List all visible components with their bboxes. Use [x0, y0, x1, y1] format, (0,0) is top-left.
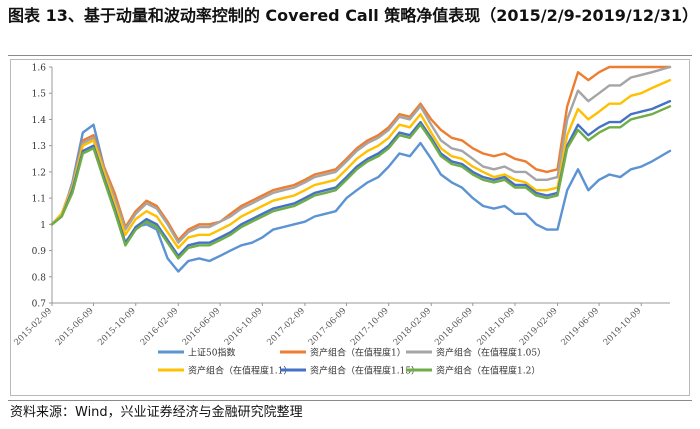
series-line-0 [50, 123, 672, 273]
legend-label: 资产组合（在值程度1.05） [436, 347, 546, 359]
y-tick-label: 0.8 [32, 273, 47, 283]
y-tick-label: 0.9 [32, 247, 47, 257]
title-divider [8, 55, 692, 56]
x-tick-label: 2019-06-09 [559, 306, 601, 348]
legend-label: 资产组合（在值程度1.1） [188, 365, 292, 377]
y-tick-label: 1.1 [32, 195, 46, 205]
legend-label: 资产组合（在值程度1.15） [310, 365, 420, 377]
legend-item[interactable]: 资产组合（在值程度1.1） [158, 365, 292, 377]
legend-item[interactable]: 资产组合（在值程度1） [280, 347, 406, 359]
legend-item[interactable]: 资产组合（在值程度1.05） [406, 347, 546, 359]
x-tick-label: 2017-10-09 [349, 306, 391, 348]
y-tick-label: 1.4 [32, 116, 47, 126]
series-line-2 [50, 65, 672, 244]
y-tick-label: 0.7 [32, 300, 47, 310]
legend-item[interactable]: 上证50指数 [158, 347, 235, 359]
series-line-5 [50, 105, 672, 260]
x-tick-label: 2017-02-09 [265, 306, 307, 348]
y-tick-label: 1.5 [32, 90, 47, 100]
legend-label: 资产组合（在值程度1.2） [436, 365, 540, 377]
x-tick-label: 2018-06-09 [433, 306, 475, 348]
x-tick-label: 2017-06-09 [307, 306, 349, 348]
x-tick-label: 2016-06-09 [181, 306, 223, 348]
source-divider [8, 400, 692, 401]
x-tick-label: 2019-02-09 [518, 306, 560, 348]
series-line-4 [50, 99, 672, 258]
source-note: 资料来源：Wind，兴业证券经济与金融研究院整理 [10, 405, 303, 420]
x-tick-label: 2019-10-09 [602, 306, 644, 348]
legend-label: 上证50指数 [188, 347, 235, 359]
x-tick-label: 2016-02-09 [139, 306, 181, 348]
legend-label: 资产组合（在值程度1） [310, 347, 406, 359]
y-tick-label: 1.3 [32, 142, 47, 152]
y-tick-label: 1.6 [32, 64, 47, 74]
legend-item[interactable]: 资产组合（在值程度1.2） [406, 365, 540, 377]
series-line-3 [50, 78, 672, 250]
chart-frame [10, 59, 690, 396]
x-tick-label: 2015-06-09 [54, 306, 96, 348]
chart-title: 图表 13、基于动量和波动率控制的 Covered Call 策略净值表现（20… [8, 6, 699, 25]
x-tick-label: 2015-02-09 [12, 306, 54, 348]
legend-item[interactable]: 资产组合（在值程度1.15） [280, 365, 420, 377]
x-tick-label: 2015-10-09 [96, 306, 138, 348]
y-tick-label: 1.2 [32, 168, 46, 178]
x-tick-label: 2018-02-09 [392, 306, 434, 348]
x-tick-label: 2016-10-09 [223, 306, 265, 348]
series-line-1 [50, 65, 672, 242]
x-tick-label: 2018-10-09 [475, 306, 517, 348]
y-tick-label: 1 [40, 221, 46, 231]
